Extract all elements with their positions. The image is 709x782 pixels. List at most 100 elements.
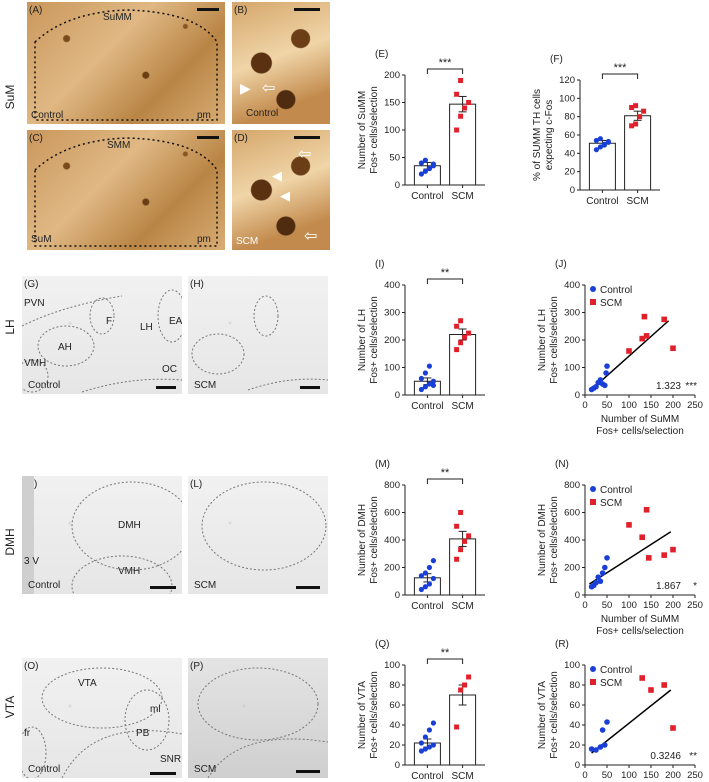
panel-letter-G: (G) [24, 279, 39, 290]
y-axis-label: Number of VTA [537, 681, 548, 749]
y-axis-label: Fos+ cells/selection [549, 496, 560, 584]
y-tick-label: 100 [564, 363, 580, 374]
panel-letter-A: (A) [29, 5, 43, 16]
data-point-control [426, 727, 432, 733]
data-point-scm [670, 546, 676, 553]
x-tick-label: 0 [582, 770, 587, 781]
condition-label: Control [31, 110, 64, 121]
region-label: fr [24, 728, 31, 739]
data-point-scm [454, 127, 460, 133]
region-label: ml [150, 704, 161, 715]
panel-letter-D: (D) [234, 133, 248, 144]
data-point-scm [466, 330, 472, 336]
y-tick-label: 60 [564, 130, 575, 141]
significance-label: ** [441, 647, 450, 659]
panel-letter-M: (M) [375, 459, 390, 470]
y-axis-label: Number of LH [537, 309, 548, 371]
data-point-scm [466, 674, 472, 680]
x-tick-label: 50 [602, 600, 613, 611]
y-axis-label: Fos+ cells/selection [369, 671, 380, 759]
scale-bar [197, 8, 219, 11]
data-point-scm [462, 105, 468, 111]
region-label: AH [58, 342, 72, 353]
y-axis-label: Number of LH [357, 309, 368, 371]
region-label: SuMM [103, 12, 132, 23]
data-point-control [430, 382, 436, 388]
region-label: PVN [24, 298, 45, 309]
y-axis-label: Number of SuMM [357, 91, 368, 169]
data-point-scm [454, 323, 460, 329]
y-tick-label: 40 [569, 720, 580, 731]
condition-label: SCM [194, 764, 217, 775]
data-point-control [430, 161, 436, 167]
significance-bracket [426, 278, 464, 284]
data-point-control [599, 570, 606, 576]
data-point-control [430, 742, 436, 748]
y-tick-label: 200 [384, 70, 400, 81]
panel-letter-H: (H) [190, 279, 204, 290]
y-axis-label: expecting c-Fos [544, 100, 555, 171]
panel-letter-E: (E) [375, 49, 388, 60]
x-tick-label: 100 [621, 400, 637, 411]
x-tick-label: 200 [665, 600, 681, 611]
panel-letter-R: (R) [555, 639, 569, 650]
region-label: PB [136, 728, 150, 739]
region-outlines [22, 667, 182, 778]
y-axis-label: Number of DMH [357, 504, 368, 576]
data-point-scm [629, 105, 635, 110]
region-label: VTA [78, 678, 97, 689]
region-outline-sumM [34, 137, 218, 247]
condition-label: SCM [194, 380, 217, 391]
x-tick-label: Control [411, 601, 443, 612]
y-tick-label: 0 [575, 390, 580, 401]
bar-scm [624, 115, 652, 191]
data-point-scm [458, 340, 464, 346]
data-point-control [430, 378, 436, 384]
data-point-control [593, 747, 599, 753]
data-point-control [595, 574, 601, 580]
region-label: pm [197, 234, 211, 245]
data-point-scm [643, 333, 650, 339]
data-point-scm [454, 556, 460, 562]
legend-marker-control [590, 666, 596, 672]
region-label: EA [169, 316, 182, 327]
stat-value: 1.323 [656, 381, 681, 392]
y-axis-label: Number of VTA [357, 681, 368, 749]
data-point-scm [633, 121, 639, 127]
y-tick-label: 80 [569, 680, 580, 691]
data-point-control [418, 386, 424, 393]
condition-label: Control [28, 580, 61, 591]
significance-label: ** [689, 751, 697, 762]
panel-letter-O: (O) [24, 661, 39, 672]
data-point-control [597, 144, 604, 150]
y-tick-label: 100 [384, 660, 400, 671]
data-point-control [422, 384, 428, 390]
data-point-scm [454, 523, 460, 529]
x-tick-label: 0 [582, 600, 587, 611]
panel-letter-C: (C) [29, 133, 43, 144]
y-tick-label: 100 [384, 363, 400, 374]
condition-label: SCM [236, 236, 259, 247]
x-tick-label: 0 [582, 400, 587, 411]
x-tick-label: 250 [687, 400, 703, 411]
y-tick-label: 400 [564, 535, 580, 546]
data-point-scm [633, 103, 639, 109]
y-tick-label: 400 [384, 535, 400, 546]
y-axis-label: Fos+ cells/selection [549, 671, 560, 759]
data-point-scm [641, 108, 647, 114]
data-point-scm [648, 687, 654, 693]
y-tick-label: 40 [564, 148, 575, 159]
data-point-control [604, 555, 610, 561]
y-axis-label: Number of DMH [537, 504, 548, 576]
region-label: VMH [118, 566, 141, 577]
significance-label: *** [614, 62, 628, 74]
y-tick-label: 40 [389, 720, 400, 731]
data-point-control [602, 382, 608, 389]
micrograph-K: (K) DMH 3 V VMH Control [22, 476, 182, 594]
data-point-scm [626, 522, 632, 528]
data-point-scm [458, 547, 464, 553]
region-label: OC [162, 364, 177, 375]
data-point-control [418, 375, 424, 382]
y-tick-label: 80 [564, 112, 575, 123]
y-tick-label: 60 [569, 700, 580, 711]
